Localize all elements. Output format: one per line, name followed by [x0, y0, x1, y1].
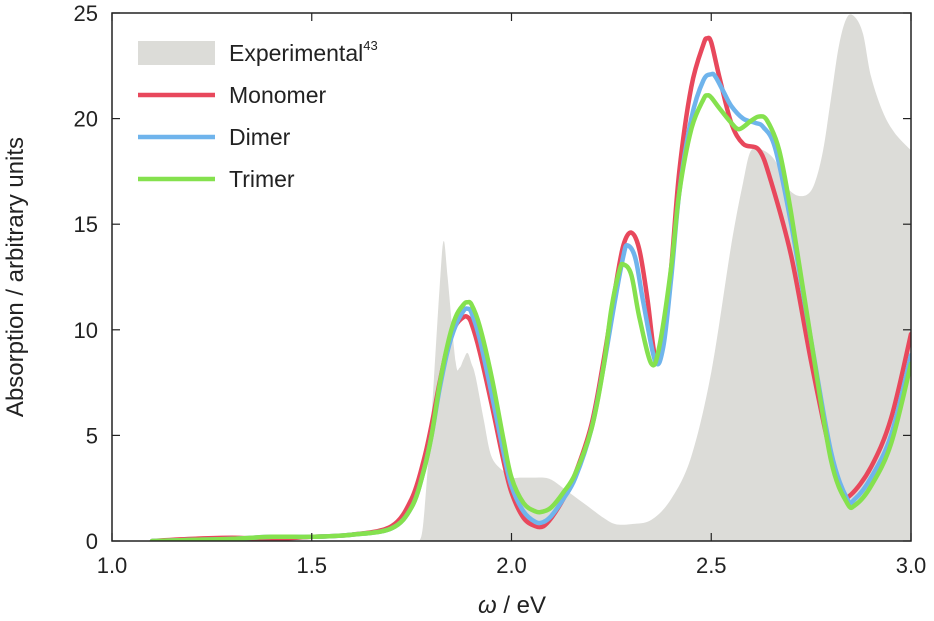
- x-axis-title: ω / eV: [478, 592, 546, 619]
- y-tick-label: 10: [74, 318, 98, 343]
- x-tick-label: 2.5: [696, 553, 727, 578]
- x-tick-label: 2.0: [496, 553, 527, 578]
- y-tick-label: 5: [86, 423, 98, 448]
- series-line-trimer: [149, 93, 911, 541]
- x-axis-symbol: ω: [478, 592, 497, 619]
- experimental-area: [419, 14, 911, 541]
- legend-label-experimental: Experimental43: [229, 38, 378, 66]
- y-tick-label: 25: [74, 1, 98, 26]
- legend-label-dimer: Dimer: [229, 124, 291, 150]
- y-tick-label: 15: [74, 212, 98, 237]
- x-axis-unit: / eV: [497, 592, 546, 619]
- legend-ref-superscript: 43: [363, 38, 377, 53]
- x-tick-label: 3.0: [896, 553, 927, 578]
- y-tick-label: 0: [86, 529, 98, 554]
- legend-swatch-experimental: [138, 41, 215, 65]
- legend-label-trimer: Trimer: [229, 166, 295, 192]
- y-axis-title: Absorption / arbitrary units: [2, 137, 29, 417]
- x-tick-label: 1.0: [97, 553, 128, 578]
- legend-label-monomer: Monomer: [229, 82, 326, 108]
- x-tick-label: 1.5: [296, 553, 327, 578]
- y-tick-label: 20: [74, 107, 98, 132]
